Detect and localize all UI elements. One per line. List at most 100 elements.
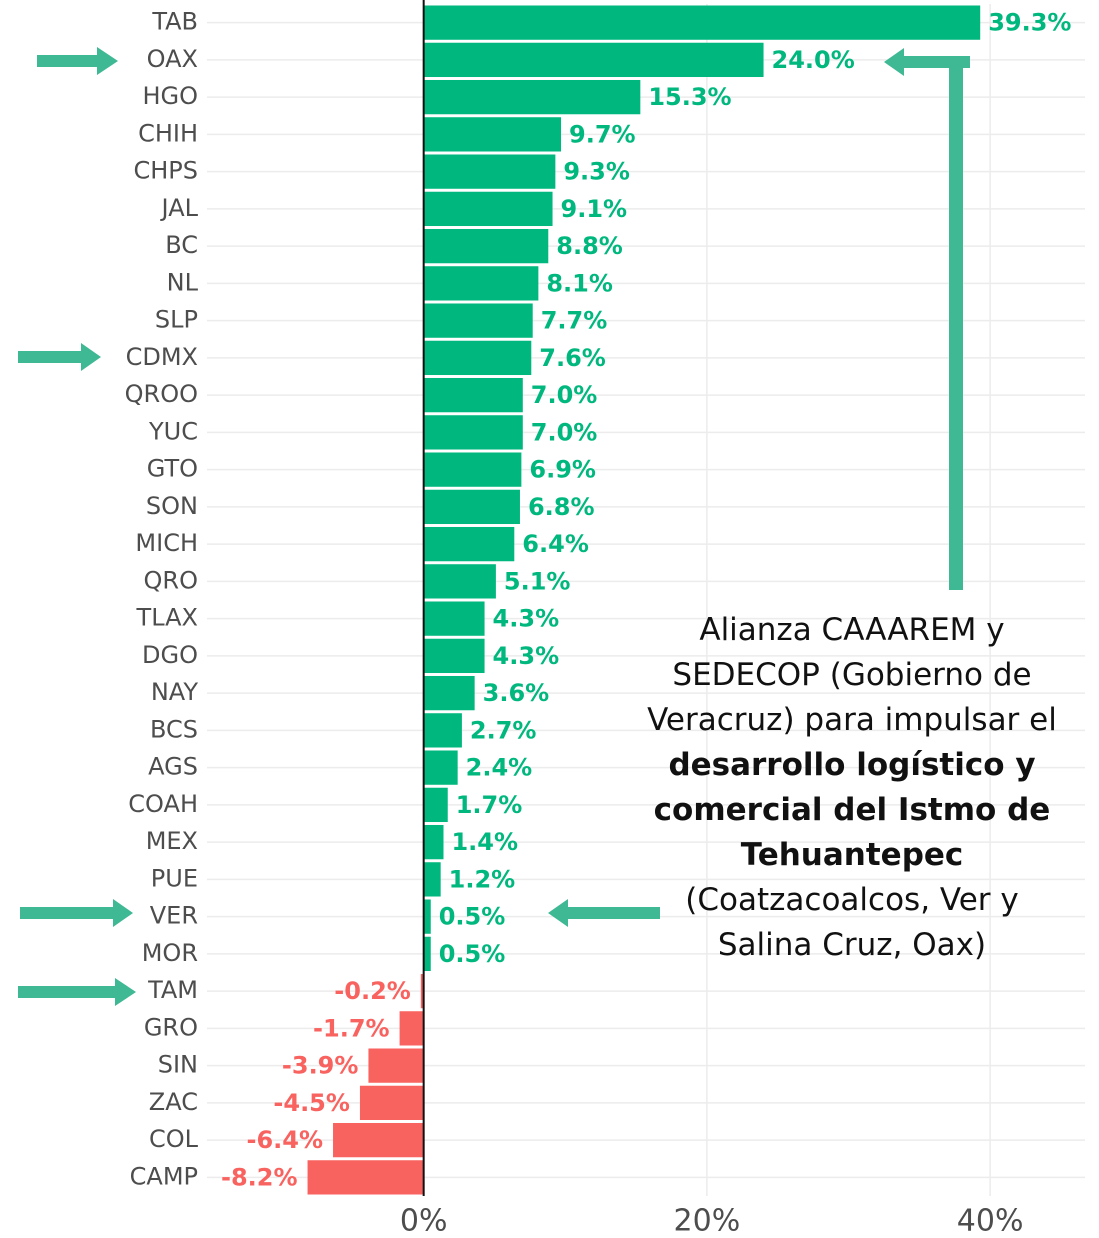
- value-label: 7.0%: [531, 418, 598, 446]
- value-label: 2.4%: [466, 754, 533, 782]
- value-label: 8.8%: [556, 232, 623, 260]
- bar: [420, 973, 424, 1009]
- bar: [423, 824, 444, 860]
- y-tick-label: HGO: [142, 82, 198, 110]
- value-label: 6.9%: [529, 456, 596, 484]
- x-tick-label: 40%: [957, 1204, 1024, 1238]
- bar: [423, 787, 448, 823]
- bar: [423, 303, 533, 338]
- y-tick-label: CDMX: [126, 343, 198, 371]
- arrow: [566, 907, 660, 919]
- value-label: 1.2%: [449, 865, 516, 893]
- bar: [368, 1048, 424, 1083]
- value-label: 1.7%: [456, 791, 523, 819]
- value-label: -6.4%: [247, 1126, 324, 1154]
- arrow: [949, 56, 963, 590]
- y-tick-label: VER: [150, 902, 198, 930]
- arrow: [115, 978, 136, 1006]
- value-label: 0.5%: [439, 940, 506, 968]
- arrows: [18, 47, 970, 1006]
- bar: [399, 1011, 424, 1046]
- value-label: 9.7%: [569, 120, 636, 148]
- annotation-text: Alianza CAAAREM y SEDECOP (Gobierno de V…: [647, 612, 1057, 738]
- y-tick-label: TAM: [147, 976, 198, 1004]
- bar: [423, 899, 431, 934]
- bar: [423, 117, 562, 152]
- annotation-text: (Coatzacoalcos, Ver y Salina Cruz, Oax): [685, 882, 1019, 963]
- bar: [423, 638, 485, 674]
- y-tick-label: COL: [149, 1125, 199, 1153]
- bar: [333, 1122, 424, 1158]
- bar: [423, 750, 458, 785]
- y-tick-label: SON: [146, 492, 198, 520]
- x-tick-label: 20%: [674, 1204, 741, 1238]
- annotation: Alianza CAAAREM y SEDECOP (Gobierno de V…: [642, 608, 1062, 968]
- y-tick-label: GTO: [147, 455, 198, 483]
- value-label: 39.3%: [988, 9, 1071, 37]
- value-label: 9.1%: [561, 195, 628, 223]
- y-tick-label: SLP: [155, 306, 198, 334]
- y-tick-label: BCS: [150, 715, 198, 743]
- value-label: -3.9%: [282, 1052, 359, 1080]
- value-label: 7.0%: [531, 381, 598, 409]
- arrow: [18, 986, 117, 998]
- annotation-bold: desarrollo logístico y comercial del Ist…: [653, 747, 1051, 873]
- value-label: 5.1%: [504, 567, 571, 595]
- value-label: 6.4%: [522, 530, 589, 558]
- bar: [307, 1160, 424, 1195]
- bar: [423, 526, 515, 562]
- arrow: [884, 48, 904, 76]
- value-label: -1.7%: [313, 1014, 390, 1042]
- arrow: [97, 47, 118, 75]
- value-label: 3.6%: [483, 679, 550, 707]
- y-tick-label: NAY: [151, 678, 199, 706]
- bar: [423, 42, 764, 78]
- value-label: -8.2%: [221, 1163, 298, 1191]
- bar: [423, 489, 520, 525]
- value-label: 6.8%: [528, 493, 595, 521]
- y-tick-label: CHIH: [138, 119, 198, 147]
- y-tick-label: PUE: [151, 864, 198, 892]
- bar: [423, 228, 549, 264]
- bar: [423, 713, 462, 748]
- bar: [423, 266, 539, 301]
- y-tick-label: CAMP: [130, 1162, 198, 1190]
- y-tick-label: MOR: [142, 939, 198, 967]
- bar: [423, 936, 431, 972]
- y-tick-label: QROO: [125, 380, 198, 408]
- y-tick-label: COAH: [128, 790, 198, 818]
- bar: [423, 5, 981, 40]
- y-tick-label: GRO: [144, 1013, 198, 1041]
- value-label: 4.3%: [493, 605, 560, 633]
- y-tick-label: TAB: [151, 8, 198, 36]
- y-tick-label: JAL: [160, 194, 199, 222]
- y-tick-label: CHPS: [133, 157, 198, 185]
- y-tick-label: MICH: [135, 529, 198, 557]
- bars: [307, 5, 981, 1195]
- bar: [423, 154, 556, 189]
- value-label: -0.2%: [334, 977, 411, 1005]
- y-tick-label: QRO: [144, 566, 198, 594]
- bar: [423, 862, 441, 897]
- arrow: [548, 899, 568, 927]
- bar: [423, 340, 532, 376]
- y-tick-label: ZAC: [149, 1088, 198, 1116]
- value-label: 15.3%: [648, 83, 731, 111]
- value-label: -4.5%: [273, 1089, 350, 1117]
- value-label: 2.7%: [470, 716, 537, 744]
- bar: [359, 1085, 424, 1121]
- y-tick-label: TLAX: [136, 604, 198, 632]
- arrow: [20, 907, 115, 919]
- bar: [423, 191, 553, 227]
- value-label: 9.3%: [563, 158, 630, 186]
- y-tick-label: NL: [167, 268, 199, 296]
- y-tick-label: BC: [165, 231, 198, 259]
- y-tick-label: YUC: [148, 417, 198, 445]
- value-label: 0.5%: [439, 903, 506, 931]
- x-tick-label: 0%: [400, 1204, 448, 1238]
- y-tick-label: OAX: [147, 45, 198, 73]
- bar: [423, 415, 523, 450]
- bar: [423, 564, 496, 599]
